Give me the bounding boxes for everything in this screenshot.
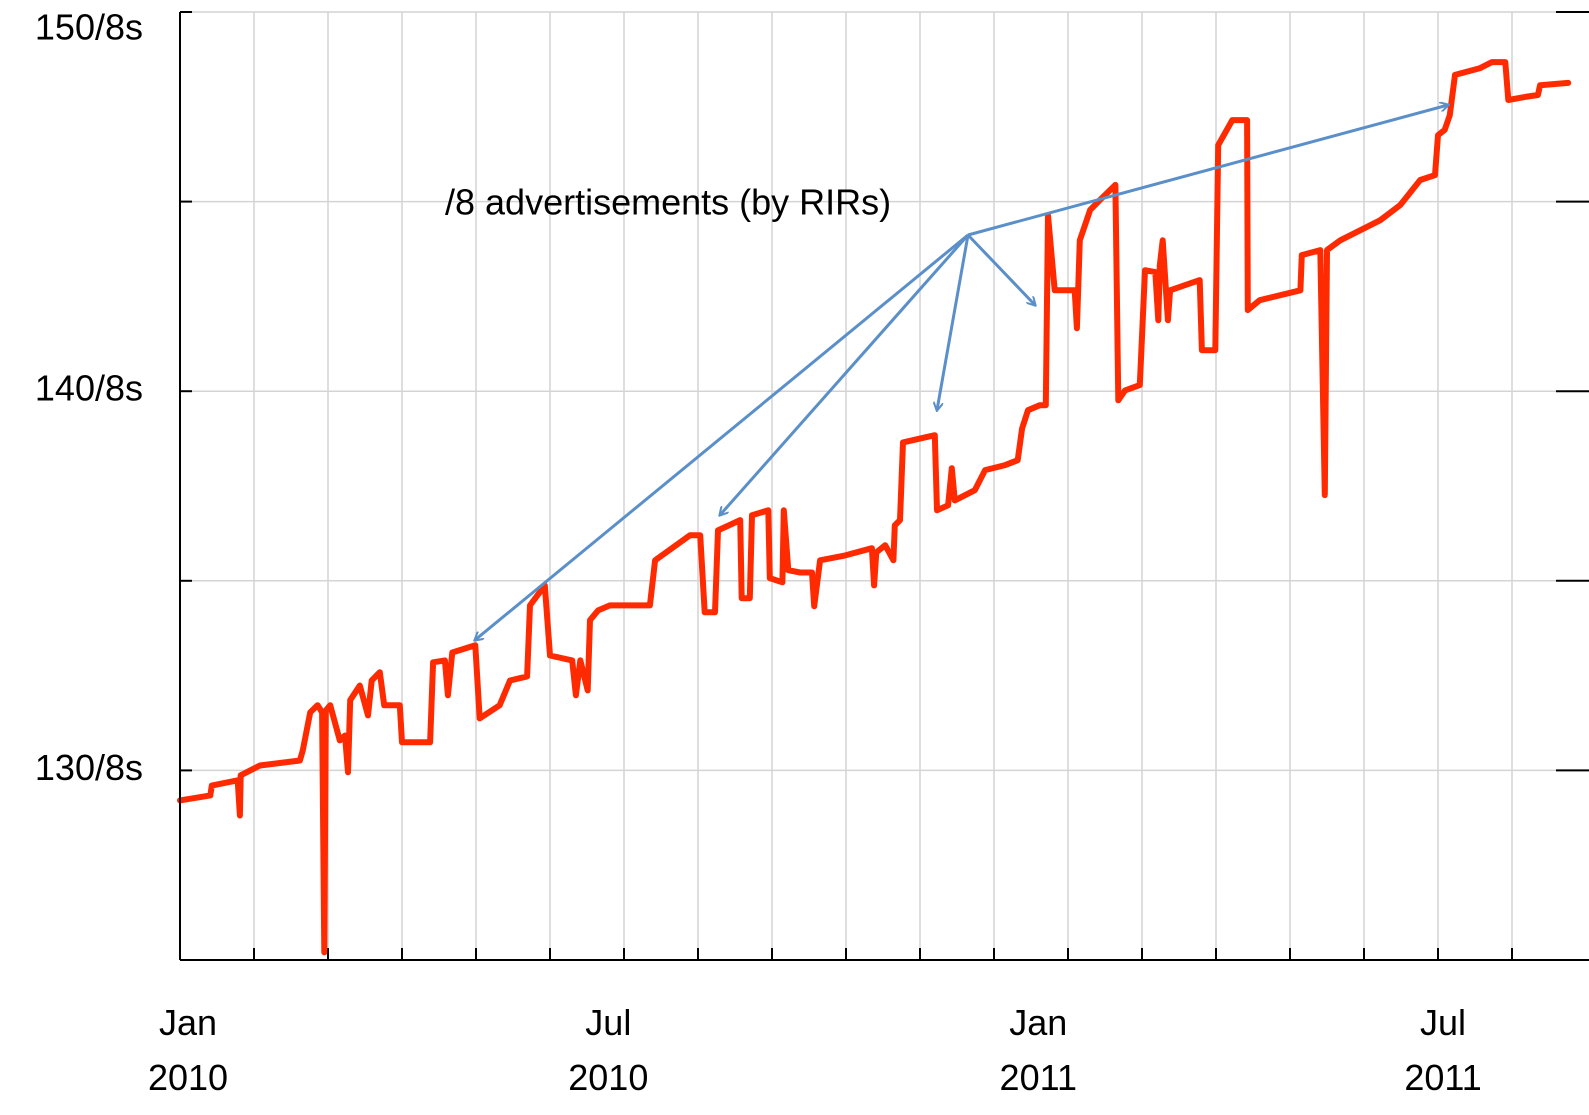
arrow: [720, 234, 970, 515]
plot-area: [177, 59, 1572, 956]
x-tick-label: Jul 2011: [1404, 1002, 1481, 1098]
x-tick-label: Jul 2010: [568, 1002, 648, 1098]
arrow: [475, 233, 969, 640]
x-tick-label: Jan 2010: [148, 1002, 228, 1098]
grid: [179, 11, 1589, 960]
y-tick-label: 130/8s: [35, 747, 143, 788]
annotation: /8 advertisements (by RIRs): [445, 182, 891, 223]
x-tick-label: Jan 2011: [1000, 1002, 1077, 1098]
arrow: [967, 105, 1448, 237]
y-tick-label: 140/8s: [35, 368, 143, 409]
arrow: [937, 234, 970, 410]
data-line: [177, 59, 1572, 956]
arrow: [966, 233, 1035, 305]
y-tick-label: 150/8s: [35, 7, 143, 48]
annotation-arrows: [475, 105, 1448, 640]
